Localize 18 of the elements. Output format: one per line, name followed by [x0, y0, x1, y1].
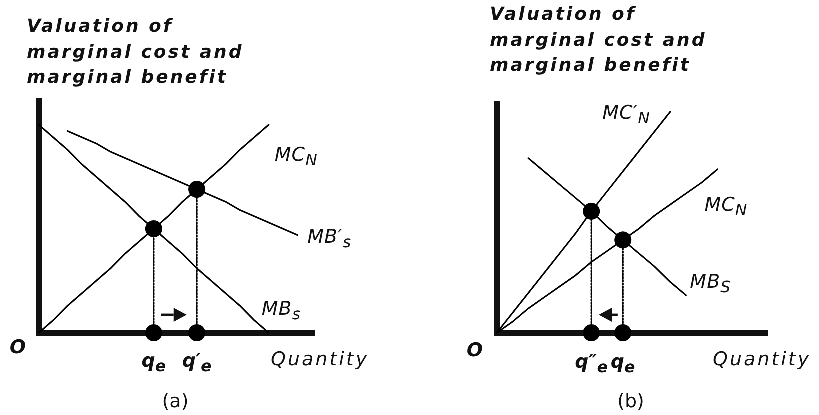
series-label: MB$_{s}$ — [262, 298, 302, 324]
text: O — [466, 340, 484, 362]
y-axis-title: Valuation of marginal cost and marginal benefit — [27, 15, 245, 90]
text: (a) — [162, 390, 189, 413]
series-label: MC′$_{N}$ — [602, 102, 650, 128]
x-tick-label: q$_{e}$ — [610, 350, 636, 377]
x-axis-title: Quantity — [271, 348, 370, 371]
x-tick-label: q$_{e}$ — [142, 350, 166, 376]
text: (b) — [618, 390, 644, 413]
series-label: MC$_{N}$ — [274, 144, 318, 170]
x-tick-label: q″$_{e}$ — [575, 350, 608, 377]
y-axis-title: Valuation of marginal cost and marginal benefit — [490, 3, 708, 78]
series-label: MB$_{S}$ — [690, 271, 732, 298]
series-label: MB′$_{s}$ — [308, 226, 352, 252]
x-tick-label: q′$_{e}$ — [182, 350, 212, 376]
series-label: MC$_{N}$ — [704, 194, 748, 220]
x-axis-title: Quantity — [713, 348, 812, 371]
text: O — [10, 336, 26, 359]
